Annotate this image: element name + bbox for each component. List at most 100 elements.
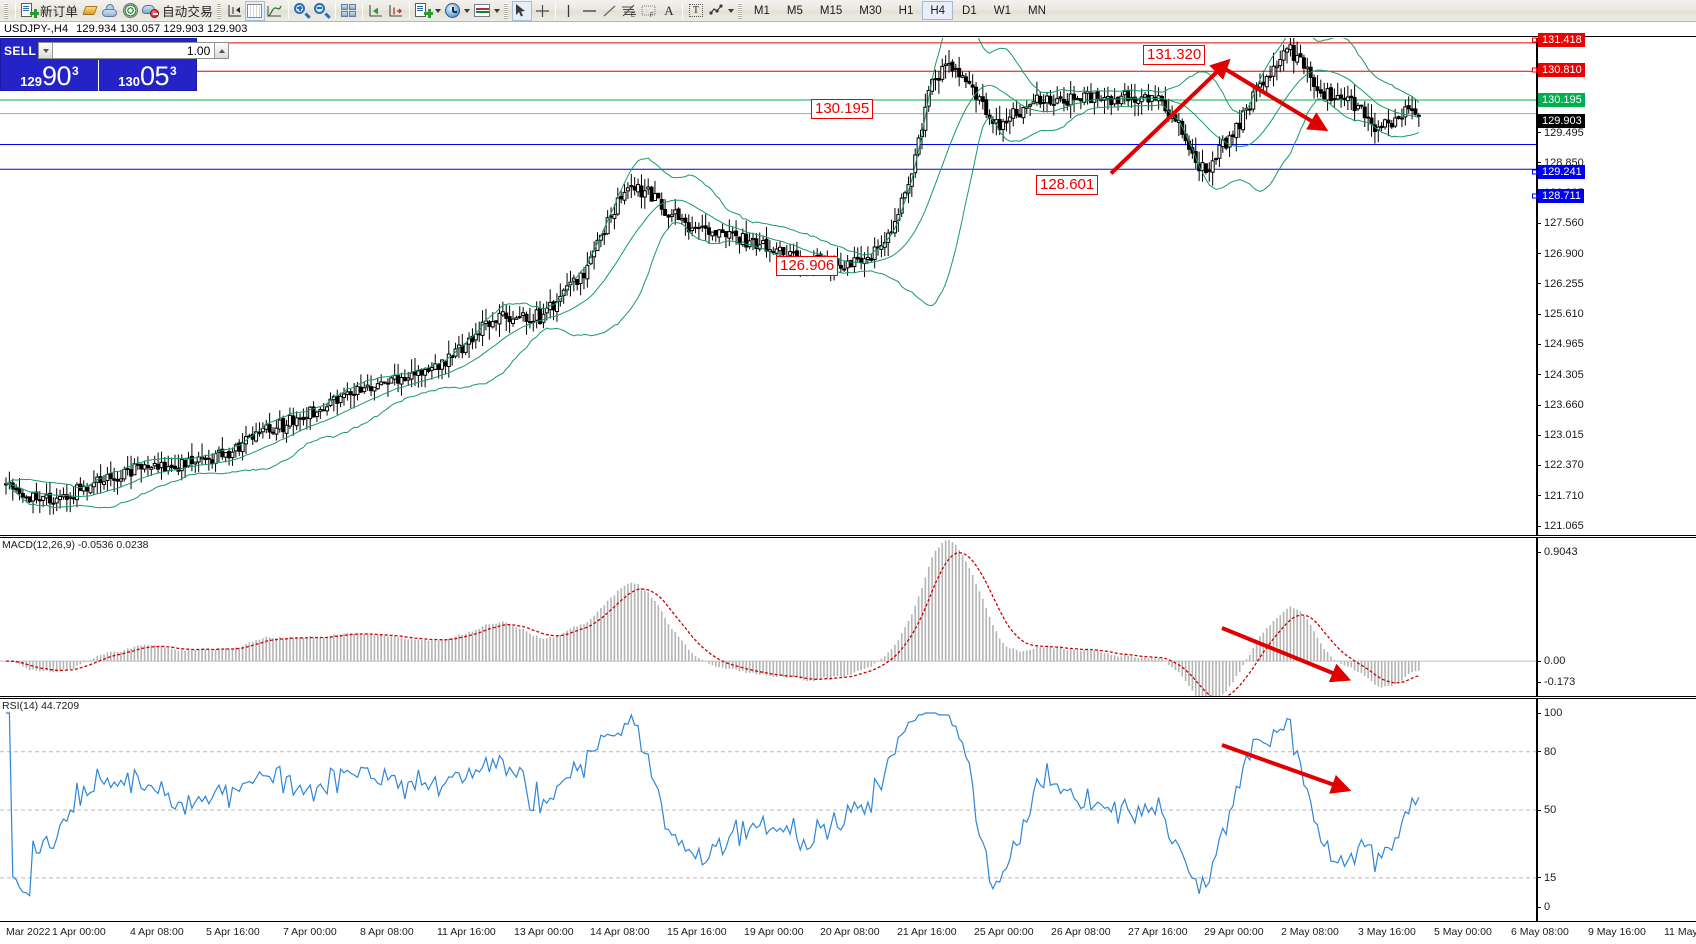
chevron-down-icon[interactable] <box>434 8 441 13</box>
volume-increment-button[interactable] <box>214 43 229 58</box>
period-button[interactable] <box>443 1 472 21</box>
rsi-pane[interactable]: RSI(14) 44.7209 100 80 50 15 0 <box>0 699 1696 921</box>
crosshair-button[interactable] <box>532 1 552 21</box>
market-watch-button[interactable] <box>100 1 120 21</box>
cursor-button[interactable] <box>511 0 532 21</box>
metaeditor-button[interactable] <box>80 1 100 21</box>
text-tool-button[interactable]: F <box>639 1 659 21</box>
zoom-out-button[interactable] <box>312 1 332 21</box>
toolbar-grip[interactable] <box>4 2 8 19</box>
signals-button[interactable] <box>120 1 140 21</box>
volume-stepper[interactable] <box>38 42 230 59</box>
line-handle[interactable] <box>1532 193 1537 199</box>
indicator-window-icon <box>473 4 490 17</box>
line-handle[interactable] <box>1532 37 1537 43</box>
oct-price-row: 129 90 3 130 05 3 <box>1 60 196 91</box>
tile-windows-icon <box>341 4 357 17</box>
svg-text:F: F <box>650 13 654 18</box>
volume-decrement-button[interactable] <box>39 43 54 58</box>
toolbar-grip-4[interactable] <box>737 2 742 19</box>
cloud-icon <box>102 3 118 18</box>
price-tick: 123.015 <box>1538 429 1584 441</box>
autotrade-button[interactable]: 自动交易 <box>140 1 215 21</box>
time-tick-label: 2 May 08:00 <box>1281 926 1339 938</box>
indicator-window-button[interactable] <box>472 1 502 21</box>
chart-start-button[interactable] <box>366 1 386 21</box>
text-label-button[interactable]: T <box>686 1 706 21</box>
rsi-axis-scale: 100 80 50 15 0 <box>1538 699 1696 921</box>
price-annotation[interactable]: 131.320 <box>1143 45 1206 65</box>
pane-separator-2[interactable] <box>0 696 1696 699</box>
toolbar-grip-2[interactable] <box>216 2 221 19</box>
line-handle[interactable] <box>1532 67 1537 73</box>
timeframe-h1[interactable]: H1 <box>898 4 914 17</box>
price-plot-area[interactable] <box>0 38 1696 535</box>
toolbar-grip-3[interactable] <box>503 2 508 19</box>
sell-button[interactable]: SELL <box>4 43 37 58</box>
trendline-button[interactable] <box>599 1 619 21</box>
chevron-down-icon-2[interactable] <box>463 8 470 13</box>
timeframe-d1[interactable]: D1 <box>962 4 977 17</box>
rsi-axis-divider <box>1536 699 1538 921</box>
new-order-label: 新订单 <box>40 5 79 19</box>
rsi-label: RSI(14) 44.7209 <box>2 700 80 712</box>
macd-pane[interactable]: MACD(12,26,9) -0.0536 0.0238 0.9043 0.00 -… <box>0 538 1696 696</box>
objects-list-button[interactable] <box>706 1 736 21</box>
bar-chart-button[interactable] <box>265 1 285 21</box>
macd-histogram <box>0 539 1536 696</box>
price-annotation[interactable]: 126.906 <box>776 256 839 276</box>
sell-price-display[interactable]: 129 90 3 <box>1 60 98 91</box>
timeframe-w1[interactable]: W1 <box>993 4 1011 17</box>
rsi-plot-area[interactable] <box>0 699 1696 921</box>
price-tag-blue[interactable]: 129.241 <box>1532 165 1585 179</box>
vertical-line-button[interactable] <box>559 1 579 21</box>
chevron-down-icon-4[interactable] <box>727 8 734 13</box>
timeframe-m5[interactable]: M5 <box>786 4 803 17</box>
price-tick: 124.305 <box>1538 369 1584 381</box>
timeframe-h4[interactable]: H4 <box>922 1 954 20</box>
timeframe-m1[interactable]: M1 <box>753 4 770 17</box>
buy-button[interactable]: BUY <box>231 43 258 58</box>
volume-input[interactable] <box>53 43 215 58</box>
grid-toggle-button[interactable] <box>244 0 265 21</box>
timeframe-mn[interactable]: MN <box>1028 4 1046 17</box>
price-tag-green[interactable]: 130.195 <box>1538 93 1585 107</box>
price-tag-red[interactable]: 130.810 <box>1532 63 1585 77</box>
toolbar-separator-6 <box>554 2 556 19</box>
one-click-trading-panel: SELL BUY 129 90 3 130 05 3 <box>0 38 257 91</box>
buy-price-display[interactable]: 130 05 3 <box>98 60 196 91</box>
hline-icon <box>582 4 596 18</box>
tile-windows-button[interactable] <box>339 1 359 21</box>
period-icon <box>444 3 460 18</box>
new-order-icon <box>21 3 39 18</box>
chart-end-button[interactable] <box>386 1 406 21</box>
price-tag-black[interactable]: 129.903 <box>1538 114 1585 128</box>
grid-icon <box>247 3 263 18</box>
pane-separator-1[interactable] <box>0 535 1696 538</box>
timeframe-m30[interactable]: M30 <box>859 4 882 17</box>
chart-shift-button[interactable] <box>225 1 245 21</box>
zoom-in-button[interactable] <box>292 1 312 21</box>
macd-plot-area[interactable] <box>0 538 1696 696</box>
horizontal-line-button[interactable] <box>579 1 599 21</box>
toolbar-separator-2 <box>287 2 289 19</box>
price-annotation[interactable]: 130.195 <box>811 99 874 119</box>
chevron-down-icon-3[interactable] <box>493 8 500 13</box>
price-axis-scale[interactable]: 129.495128.850128.205127.560126.900126.2… <box>1532 33 1696 535</box>
sell-big-figure: 129 <box>20 74 42 89</box>
buy-pips: 05 <box>139 61 170 91</box>
price-tag-red[interactable]: 131.418 <box>1532 33 1585 47</box>
signal-icon <box>122 3 138 18</box>
price-candles <box>0 38 1536 515</box>
add-indicator-button[interactable] <box>413 1 443 21</box>
line-handle[interactable] <box>1532 169 1537 175</box>
new-order-button[interactable]: 新订单 <box>19 1 80 21</box>
objects-icon <box>708 4 724 17</box>
price-tag-blue[interactable]: 128.711 <box>1532 189 1584 203</box>
price-tick: 126.255 <box>1538 278 1584 290</box>
fibonacci-button[interactable]: E <box>619 1 639 21</box>
timeframe-m15[interactable]: M15 <box>819 4 843 17</box>
letter-a-button[interactable]: A <box>659 1 679 21</box>
price-chart-pane[interactable]: 129.495128.850128.205127.560126.900126.2… <box>0 33 1696 535</box>
price-annotation[interactable]: 128.601 <box>1036 175 1099 195</box>
